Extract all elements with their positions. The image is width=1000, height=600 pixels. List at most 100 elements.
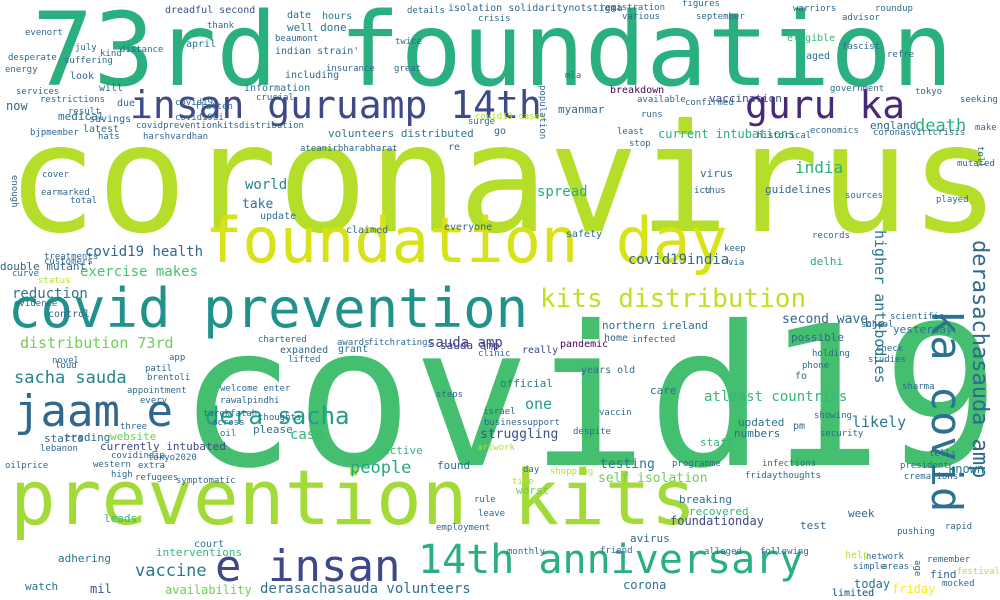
word-105: grant bbox=[338, 344, 369, 355]
word-68: hours bbox=[322, 11, 353, 22]
word-5: foundation day bbox=[205, 204, 728, 277]
word-153: keep bbox=[724, 244, 746, 254]
word-103: re bbox=[448, 142, 461, 153]
word-51: trading bbox=[64, 431, 111, 444]
word-47: mil bbox=[90, 582, 112, 596]
word-49: leads bbox=[104, 512, 138, 525]
word-43: testing bbox=[600, 457, 655, 472]
word-127: surge bbox=[468, 117, 496, 127]
word-196: patil bbox=[145, 364, 173, 374]
word-145: mocked bbox=[942, 579, 975, 589]
word-182: clinic bbox=[478, 349, 511, 359]
word-69: well done bbox=[287, 21, 347, 34]
word-88: week bbox=[848, 507, 875, 520]
word-2: covid19 bbox=[178, 284, 1000, 511]
word-80: really bbox=[522, 345, 559, 356]
word-112: pm bbox=[793, 421, 806, 432]
word-207: tokyo2020 bbox=[148, 453, 197, 463]
word-70: indian strain' bbox=[275, 46, 360, 57]
word-224: desperate bbox=[8, 53, 57, 63]
word-201: western bbox=[93, 460, 131, 470]
word-131: warriors bbox=[793, 4, 837, 14]
word-23: exercise makes bbox=[80, 264, 199, 280]
word-205: symptomatic bbox=[176, 476, 236, 486]
word-45: friday bbox=[892, 582, 936, 596]
word-192: oil bbox=[220, 429, 237, 439]
word-172: day bbox=[523, 465, 540, 475]
word-86: recovered bbox=[689, 505, 749, 518]
word-164: age bbox=[912, 560, 922, 577]
word-250: confirmed bbox=[685, 98, 734, 108]
word-48: watch bbox=[25, 580, 59, 593]
word-119: savings bbox=[89, 114, 132, 125]
word-133: economics bbox=[810, 126, 859, 136]
word-247: various bbox=[622, 12, 660, 22]
word-130: september bbox=[696, 12, 745, 22]
word-37: foundationday bbox=[670, 514, 764, 528]
word-211: curve bbox=[12, 269, 40, 279]
word-15: dera sacha bbox=[205, 402, 350, 430]
word-149: played bbox=[936, 195, 969, 205]
word-61: pandemic bbox=[560, 339, 609, 350]
word-256: refre bbox=[887, 50, 915, 60]
word-87: test bbox=[800, 519, 827, 532]
word-10: 14th anniversary bbox=[418, 537, 804, 583]
word-38: second wave bbox=[782, 312, 869, 327]
word-85: breaking bbox=[679, 493, 732, 506]
word-58: sauda amp bbox=[440, 339, 500, 352]
word-115: date bbox=[287, 10, 312, 21]
word-181: infected bbox=[632, 335, 676, 345]
word-136: seeking bbox=[960, 95, 998, 105]
word-213: customers bbox=[44, 257, 93, 267]
word-8: guru ka bbox=[745, 83, 906, 127]
word-93: limited bbox=[832, 588, 875, 599]
word-148: toll bbox=[975, 146, 985, 168]
word-63: yesterday bbox=[893, 323, 953, 336]
word-6: covid prevention bbox=[8, 277, 529, 340]
word-92: find bbox=[930, 568, 957, 581]
word-73: guidelines bbox=[765, 183, 832, 196]
word-17: covid19india bbox=[628, 252, 730, 268]
word-180: steps bbox=[436, 390, 464, 400]
word-161: simple bbox=[853, 562, 886, 572]
word-227: july bbox=[75, 43, 97, 53]
word-242: crisis bbox=[478, 14, 511, 24]
word-3: 73rd foundation bbox=[32, 0, 954, 110]
word-156: holding bbox=[812, 349, 850, 359]
word-21: people bbox=[350, 458, 412, 478]
word-123: infections bbox=[762, 459, 817, 469]
word-235: covid19ui bbox=[175, 113, 224, 123]
word-124: programme bbox=[672, 459, 721, 469]
word-96: possible bbox=[791, 331, 844, 344]
word-171: rule bbox=[474, 495, 496, 505]
word-46: availability bbox=[165, 583, 252, 597]
word-132: government bbox=[830, 84, 885, 94]
word-110: update bbox=[260, 211, 297, 222]
word-1: coronavirus bbox=[6, 93, 1000, 267]
word-190: thoughts bbox=[258, 413, 302, 423]
word-233: crucial bbox=[256, 93, 294, 103]
word-248: registration bbox=[600, 3, 666, 13]
word-191: across bbox=[212, 418, 245, 428]
word-111: fo bbox=[795, 371, 808, 382]
word-154: via bbox=[728, 258, 745, 268]
word-27: distribution 73rd bbox=[20, 334, 174, 352]
word-251: runs bbox=[641, 110, 663, 120]
word-243: population bbox=[537, 85, 547, 140]
word-169: employment bbox=[436, 523, 491, 533]
word-41: atleast countries bbox=[704, 389, 848, 405]
word-40: volunteers distributed bbox=[328, 127, 474, 140]
word-54: double mutant' bbox=[0, 260, 93, 273]
word-12: kits distribution bbox=[540, 284, 807, 314]
word-141: sharma bbox=[902, 382, 935, 392]
word-199: novel bbox=[52, 356, 80, 366]
word-60: northern ireland bbox=[602, 319, 708, 332]
word-216: earmarked bbox=[41, 188, 90, 198]
word-108: claimed bbox=[346, 225, 389, 236]
word-53: currently intubated bbox=[100, 440, 226, 453]
word-74: delhi bbox=[810, 255, 844, 268]
word-100: information bbox=[244, 83, 311, 94]
word-198: loud bbox=[55, 361, 77, 371]
word-179: artwork bbox=[477, 443, 515, 453]
word-128: details bbox=[407, 6, 445, 16]
